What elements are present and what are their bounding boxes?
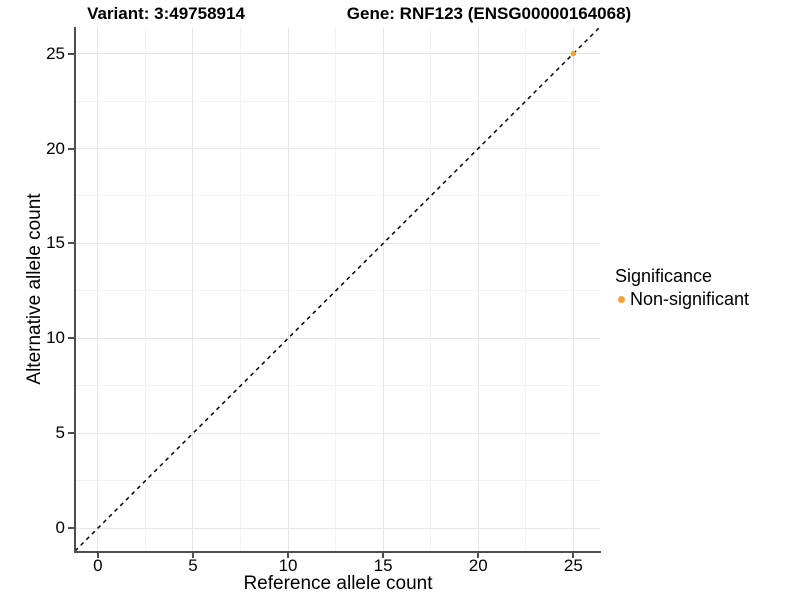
y-tick-mark <box>68 52 75 55</box>
variant-title: Variant: 3:49758914 <box>87 4 245 23</box>
gridline-major-horizontal <box>75 527 600 529</box>
gridline-major-vertical <box>97 27 99 551</box>
x-axis-title: Reference allele count <box>243 573 433 594</box>
gridline-major-vertical <box>382 27 384 551</box>
gene-title: Gene: RNF123 (ENSG00000164068) <box>346 4 632 23</box>
y-tick-label: 20 <box>46 138 65 158</box>
x-tick-label: 0 <box>93 556 103 575</box>
gridline-minor-vertical <box>335 27 337 551</box>
legend-title: Significance <box>615 266 713 286</box>
gridline-minor-horizontal <box>75 385 600 387</box>
x-tick-mark <box>96 551 99 558</box>
y-tick-mark <box>68 337 75 340</box>
y-tick-mark <box>68 242 75 245</box>
gridline-minor-horizontal <box>75 195 600 197</box>
gridline-major-vertical <box>287 27 289 551</box>
identity-line <box>75 27 600 551</box>
x-tick-label: 25 <box>563 556 583 575</box>
x-tick-label: 20 <box>468 556 488 575</box>
y-tick-label: 15 <box>46 233 65 253</box>
plot-canvas <box>75 27 600 551</box>
gridline-minor-vertical <box>239 27 241 551</box>
gridline-major-vertical <box>192 27 194 551</box>
legend-item-label: Non-significant <box>630 289 750 309</box>
gridline-minor-horizontal <box>75 480 600 482</box>
x-tick-mark <box>477 551 480 558</box>
legend-item-non-significant: Non-significant <box>615 290 749 308</box>
gridline-major-vertical <box>572 27 574 551</box>
x-tick-mark <box>191 551 194 558</box>
gridline-minor-vertical <box>430 27 432 551</box>
plot-panel <box>75 27 600 551</box>
x-tick-label: 15 <box>373 556 393 575</box>
gridline-major-horizontal <box>75 432 600 434</box>
legend: Significance Non-significant <box>615 266 749 308</box>
x-axis-line <box>74 551 601 553</box>
gridline-minor-vertical <box>144 27 146 551</box>
x-tick-label: 5 <box>188 556 198 575</box>
y-axis-line <box>74 27 76 553</box>
gridline-minor-vertical <box>525 27 527 551</box>
y-tick-mark <box>68 147 75 150</box>
x-tick-label: 10 <box>278 556 298 575</box>
gridline-minor-horizontal <box>75 290 600 292</box>
y-tick-label: 25 <box>46 43 65 63</box>
gridline-major-vertical <box>477 27 479 551</box>
y-tick-mark <box>68 527 75 530</box>
legend-point-icon <box>618 295 625 303</box>
y-tick-mark <box>68 432 75 435</box>
y-tick-label: 0 <box>55 518 65 538</box>
x-tick-mark <box>572 551 575 558</box>
y-tick-label: 5 <box>55 423 65 443</box>
data-point <box>570 50 577 57</box>
y-axis-title: Alternative allele count <box>24 193 45 385</box>
gridline-minor-horizontal <box>75 100 600 102</box>
gridline-major-horizontal <box>75 148 600 149</box>
gridline-major-horizontal <box>75 53 600 55</box>
x-tick-mark <box>382 551 385 558</box>
x-tick-mark <box>287 551 290 558</box>
gridline-major-horizontal <box>75 242 600 244</box>
gridline-major-horizontal <box>75 337 600 339</box>
y-tick-label: 10 <box>46 328 65 348</box>
